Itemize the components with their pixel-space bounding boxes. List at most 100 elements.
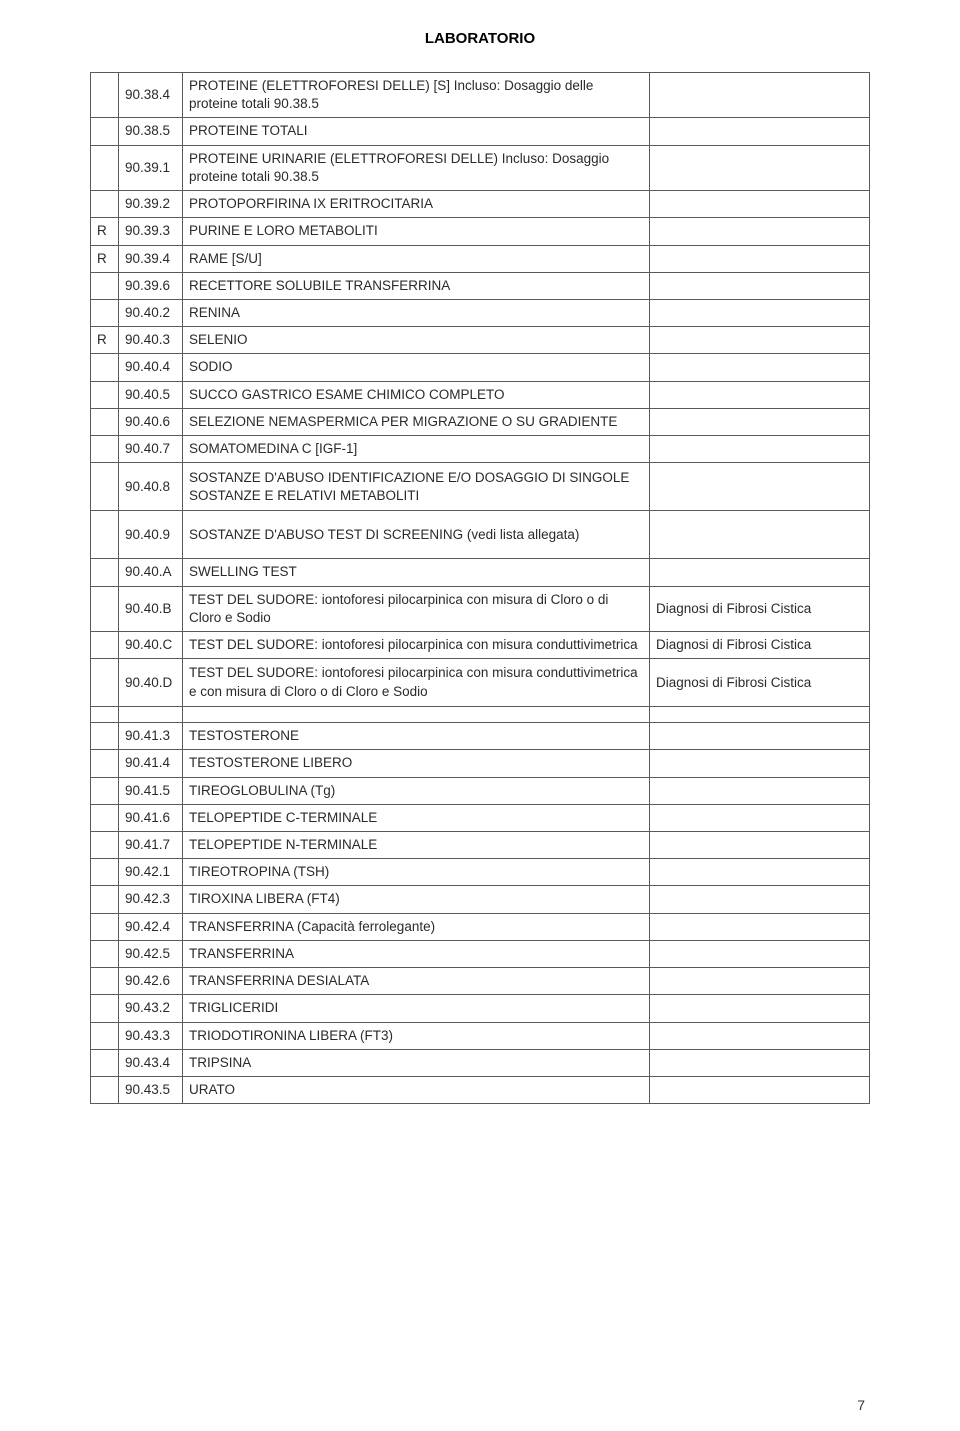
code-cell: 90.43.5 (119, 1077, 183, 1104)
flag-cell (91, 436, 119, 463)
table-row: 90.38.5PROTEINE TOTALI (91, 118, 870, 145)
code-cell: 90.43.4 (119, 1049, 183, 1076)
flag-cell (91, 659, 119, 707)
note-cell (650, 381, 870, 408)
description-cell: TEST DEL SUDORE: iontoforesi pilocarpini… (183, 631, 650, 658)
note-cell (650, 750, 870, 777)
flag-cell (91, 272, 119, 299)
flag-cell (91, 1049, 119, 1076)
code-cell: 90.43.2 (119, 995, 183, 1022)
flag-cell (91, 559, 119, 586)
flag-cell (91, 73, 119, 118)
flag-cell (91, 750, 119, 777)
note-cell (650, 559, 870, 586)
page-header: LABORATORIO (90, 30, 870, 47)
table-row: 90.40.5SUCCO GASTRICO ESAME CHIMICO COMP… (91, 381, 870, 408)
description-cell: TRIPSINA (183, 1049, 650, 1076)
flag-cell (91, 408, 119, 435)
table-row: 90.42.4TRANSFERRINA (Capacità ferrolegan… (91, 913, 870, 940)
table-row: 90.40.ASWELLING TEST (91, 559, 870, 586)
flag-cell (91, 886, 119, 913)
code-cell: 90.39.3 (119, 218, 183, 245)
flag-cell (91, 1077, 119, 1104)
flag-cell (91, 968, 119, 995)
spacer-cell (183, 707, 650, 723)
note-cell: Diagnosi di Fibrosi Cistica (650, 586, 870, 631)
code-cell: 90.40.9 (119, 511, 183, 559)
code-cell: 90.40.7 (119, 436, 183, 463)
table-row: 90.40.7SOMATOMEDINA C [IGF-1] (91, 436, 870, 463)
table-row: R90.40.3SELENIO (91, 327, 870, 354)
note-cell (650, 327, 870, 354)
description-cell: TRIGLICERIDI (183, 995, 650, 1022)
description-cell: SELENIO (183, 327, 650, 354)
description-cell: RECETTORE SOLUBILE TRANSFERRINA (183, 272, 650, 299)
table-row: 90.41.7TELOPEPTIDE N-TERMINALE (91, 832, 870, 859)
description-cell: URATO (183, 1077, 650, 1104)
note-cell (650, 118, 870, 145)
note-cell (650, 272, 870, 299)
code-cell: 90.38.5 (119, 118, 183, 145)
flag-cell (91, 381, 119, 408)
description-cell: TELOPEPTIDE C-TERMINALE (183, 804, 650, 831)
flag-cell: R (91, 245, 119, 272)
code-cell: 90.38.4 (119, 73, 183, 118)
description-cell: TESTOSTERONE LIBERO (183, 750, 650, 777)
note-cell (650, 968, 870, 995)
note-cell: Diagnosi di Fibrosi Cistica (650, 631, 870, 658)
table-row: R90.39.4RAME [S/U] (91, 245, 870, 272)
description-cell: TIREOTROPINA (TSH) (183, 859, 650, 886)
note-cell (650, 145, 870, 190)
table-row: 90.40.8SOSTANZE D'ABUSO IDENTIFICAZIONE … (91, 463, 870, 511)
document-page: LABORATORIO 90.38.4PROTEINE (ELETTROFORE… (0, 0, 960, 1431)
code-cell: 90.39.2 (119, 191, 183, 218)
note-cell (650, 886, 870, 913)
description-cell: PURINE E LORO METABOLITI (183, 218, 650, 245)
code-cell: 90.40.6 (119, 408, 183, 435)
table-row (91, 707, 870, 723)
note-cell (650, 463, 870, 511)
description-cell: SWELLING TEST (183, 559, 650, 586)
flag-cell (91, 299, 119, 326)
code-cell: 90.42.6 (119, 968, 183, 995)
code-cell: 90.42.5 (119, 940, 183, 967)
code-cell: 90.39.1 (119, 145, 183, 190)
table-row: 90.43.5URATO (91, 1077, 870, 1104)
note-cell (650, 832, 870, 859)
note-cell (650, 723, 870, 750)
flag-cell (91, 118, 119, 145)
code-cell: 90.40.A (119, 559, 183, 586)
code-cell: 90.39.4 (119, 245, 183, 272)
description-cell: PROTOPORFIRINA IX ERITROCITARIA (183, 191, 650, 218)
code-cell: 90.40.5 (119, 381, 183, 408)
flag-cell (91, 995, 119, 1022)
note-cell (650, 859, 870, 886)
description-cell: SODIO (183, 354, 650, 381)
table-row: 90.43.4TRIPSINA (91, 1049, 870, 1076)
table-row: 90.40.9SOSTANZE D'ABUSO TEST DI SCREENIN… (91, 511, 870, 559)
description-cell: TIROXINA LIBERA (FT4) (183, 886, 650, 913)
note-cell (650, 436, 870, 463)
code-cell: 90.40.8 (119, 463, 183, 511)
note-cell (650, 1077, 870, 1104)
table-row: 90.39.6RECETTORE SOLUBILE TRANSFERRINA (91, 272, 870, 299)
spacer-cell (650, 707, 870, 723)
flag-cell (91, 586, 119, 631)
table-row: 90.39.2PROTOPORFIRINA IX ERITROCITARIA (91, 191, 870, 218)
description-cell: TRANSFERRINA (Capacità ferrolegante) (183, 913, 650, 940)
flag-cell: R (91, 327, 119, 354)
description-cell: RENINA (183, 299, 650, 326)
note-cell (650, 913, 870, 940)
flag-cell (91, 511, 119, 559)
description-cell: TEST DEL SUDORE: iontoforesi pilocarpini… (183, 586, 650, 631)
code-cell: 90.42.3 (119, 886, 183, 913)
code-cell: 90.41.5 (119, 777, 183, 804)
description-cell: PROTEINE TOTALI (183, 118, 650, 145)
code-cell: 90.40.2 (119, 299, 183, 326)
description-cell: TIREOGLOBULINA (Tg) (183, 777, 650, 804)
note-cell (650, 940, 870, 967)
note-cell (650, 73, 870, 118)
page-number: 7 (857, 1397, 865, 1413)
flag-cell (91, 913, 119, 940)
code-cell: 90.42.1 (119, 859, 183, 886)
